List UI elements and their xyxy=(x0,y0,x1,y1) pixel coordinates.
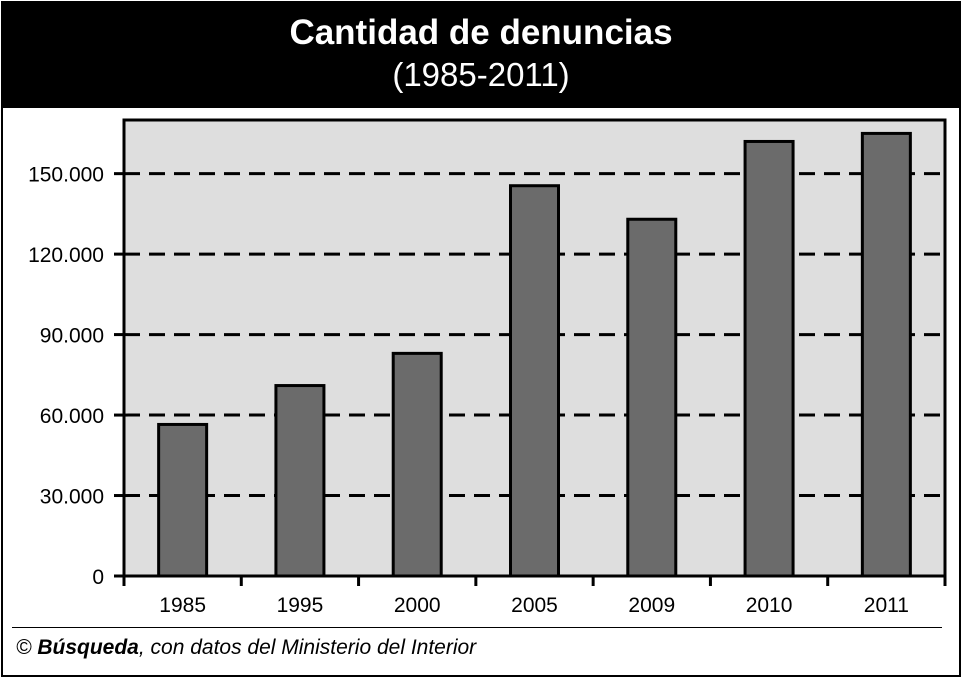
source-credit: © Búsqueda, con datos del Ministerio del… xyxy=(16,636,476,660)
y-tick-label: 60.000 xyxy=(40,405,104,428)
copyright-symbol: © xyxy=(16,636,32,659)
bar xyxy=(626,217,678,578)
source-text: , con datos del Ministerio del Interior xyxy=(138,636,477,659)
bar xyxy=(157,422,209,578)
footer-divider xyxy=(12,627,942,628)
x-tick-label: 2000 xyxy=(394,594,441,617)
x-tick-label: 2005 xyxy=(511,594,558,617)
chart-subtitle: (1985-2011) xyxy=(392,56,570,93)
bar xyxy=(860,131,912,578)
y-tick-label: 120.000 xyxy=(28,244,104,267)
bar xyxy=(743,139,795,578)
x-tick-label: 1985 xyxy=(159,594,206,617)
y-tick-label: 30.000 xyxy=(40,486,104,509)
x-tick-label: 2010 xyxy=(746,594,793,617)
y-tick-label: 90.000 xyxy=(40,325,104,348)
chart-title: Cantidad de denuncias xyxy=(289,13,673,52)
y-tick-label: 0 xyxy=(92,566,104,589)
bar xyxy=(391,351,443,578)
bar xyxy=(274,384,326,578)
plot-border xyxy=(122,118,947,578)
bar xyxy=(509,184,560,578)
x-tick-label: 1995 xyxy=(277,594,324,617)
x-tick-label: 2011 xyxy=(864,594,909,617)
source-brand: Búsqueda xyxy=(37,636,139,659)
y-tick-label: 150.000 xyxy=(28,164,104,187)
x-tick-label: 2009 xyxy=(628,594,675,617)
chart-header: Cantidad de denuncias (1985-2011) xyxy=(3,3,959,108)
